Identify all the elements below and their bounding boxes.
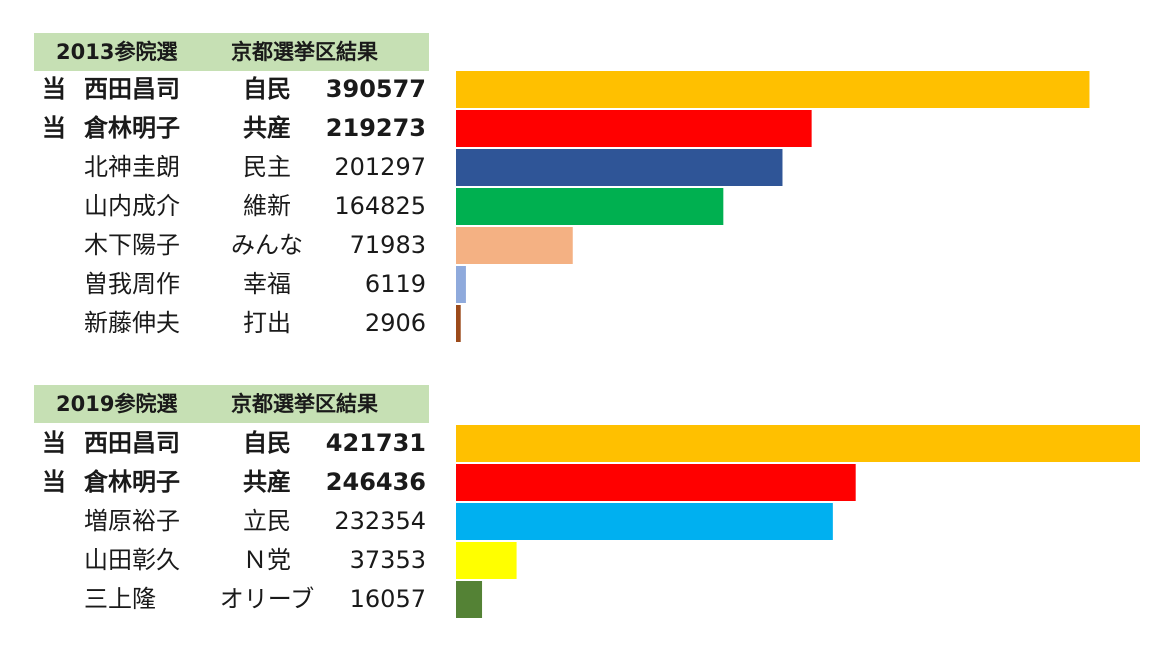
vote-count: 37353 [349,546,426,574]
section-header: 2013参院選 京都選挙区結果 [34,33,429,71]
elected-mark [42,304,72,343]
candidate-name: 山内成介 [84,192,180,220]
candidate-row: 新藤伸夫 打出 2906 [0,304,1170,343]
candidate-row: 当倉林明子 共産 246436 [0,463,1170,502]
header-district-title: 京都選挙区結果 [231,40,378,64]
vote-bar [456,110,812,147]
vote-count: 2906 [364,309,426,337]
vote-count: 16057 [349,585,426,613]
candidate-name: 山田彰久 [84,546,180,574]
party-name: 打出 [243,309,291,337]
candidate-name: 倉林明子 [84,114,180,142]
party-name: 立民 [243,507,291,535]
vote-count: 232354 [334,507,426,535]
candidate-row: 三上隆 オリーブ 16057 [0,580,1170,619]
candidate-row: 増原裕子 立民 232354 [0,502,1170,541]
candidate-row: 山田彰久 Ｎ党 37353 [0,541,1170,580]
candidate-row: 山内成介 維新 164825 [0,187,1170,226]
candidate-name: 北神圭朗 [84,153,180,181]
vote-count: 390577 [325,75,426,103]
party-name: 維新 [243,192,291,220]
candidate-name: 倉林明子 [84,468,180,496]
candidate-row: 当倉林明子 共産 219273 [0,109,1170,148]
vote-bar [456,71,1090,108]
vote-bar [456,227,573,264]
candidate-row: 北神圭朗 民主 201297 [0,148,1170,187]
candidate-row: 曽我周作 幸福 6119 [0,265,1170,304]
party-name: みんな [231,231,303,259]
party-name: 共産 [243,114,291,142]
party-name: オリーブ [219,585,315,613]
candidate-name: 西田昌司 [84,75,180,103]
candidate-row: 木下陽子 みんな 71983 [0,226,1170,265]
vote-count: 421731 [325,429,426,457]
party-name: 民主 [243,153,291,181]
vote-bar [456,503,833,540]
elected-mark [42,541,72,580]
vote-bar [456,464,856,501]
vote-count: 164825 [334,192,426,220]
party-name: Ｎ党 [243,546,291,574]
elected-mark [42,187,72,226]
party-name: 幸福 [243,270,291,298]
candidate-name: 三上隆 [84,585,156,613]
header-election-title: 2019参院選 [56,392,178,416]
elected-mark: 当 [42,114,66,142]
elected-mark [42,265,72,304]
candidate-name: 木下陽子 [84,231,180,259]
candidate-name: 新藤伸夫 [84,309,180,337]
vote-count: 6119 [364,270,426,298]
elected-mark: 当 [42,468,66,496]
header-election-title: 2013参院選 [56,40,178,64]
vote-bar [456,581,483,618]
candidate-row: 当西田昌司 自民 390577 [0,70,1170,109]
vote-bar [456,305,461,342]
vote-bar [456,542,517,579]
elected-mark [42,502,72,541]
elected-mark: 当 [42,75,66,103]
vote-bar [456,188,724,225]
candidate-row: 当西田昌司 自民 421731 [0,424,1170,463]
elected-mark: 当 [42,429,66,457]
vote-bar [456,425,1140,462]
vote-count: 246436 [325,468,426,496]
section-header: 2019参院選 京都選挙区結果 [34,385,429,423]
party-name: 自民 [243,75,291,103]
elected-mark [42,226,72,265]
party-name: 自民 [243,429,291,457]
vote-bar [456,266,466,303]
vote-count: 201297 [334,153,426,181]
vote-count: 71983 [349,231,426,259]
header-district-title: 京都選挙区結果 [231,392,378,416]
elected-mark [42,148,72,187]
candidate-name: 曽我周作 [84,270,180,298]
candidate-name: 西田昌司 [84,429,180,457]
party-name: 共産 [243,468,291,496]
candidate-name: 増原裕子 [84,507,180,535]
vote-count: 219273 [325,114,426,142]
elected-mark [42,580,72,619]
vote-bar [456,149,783,186]
